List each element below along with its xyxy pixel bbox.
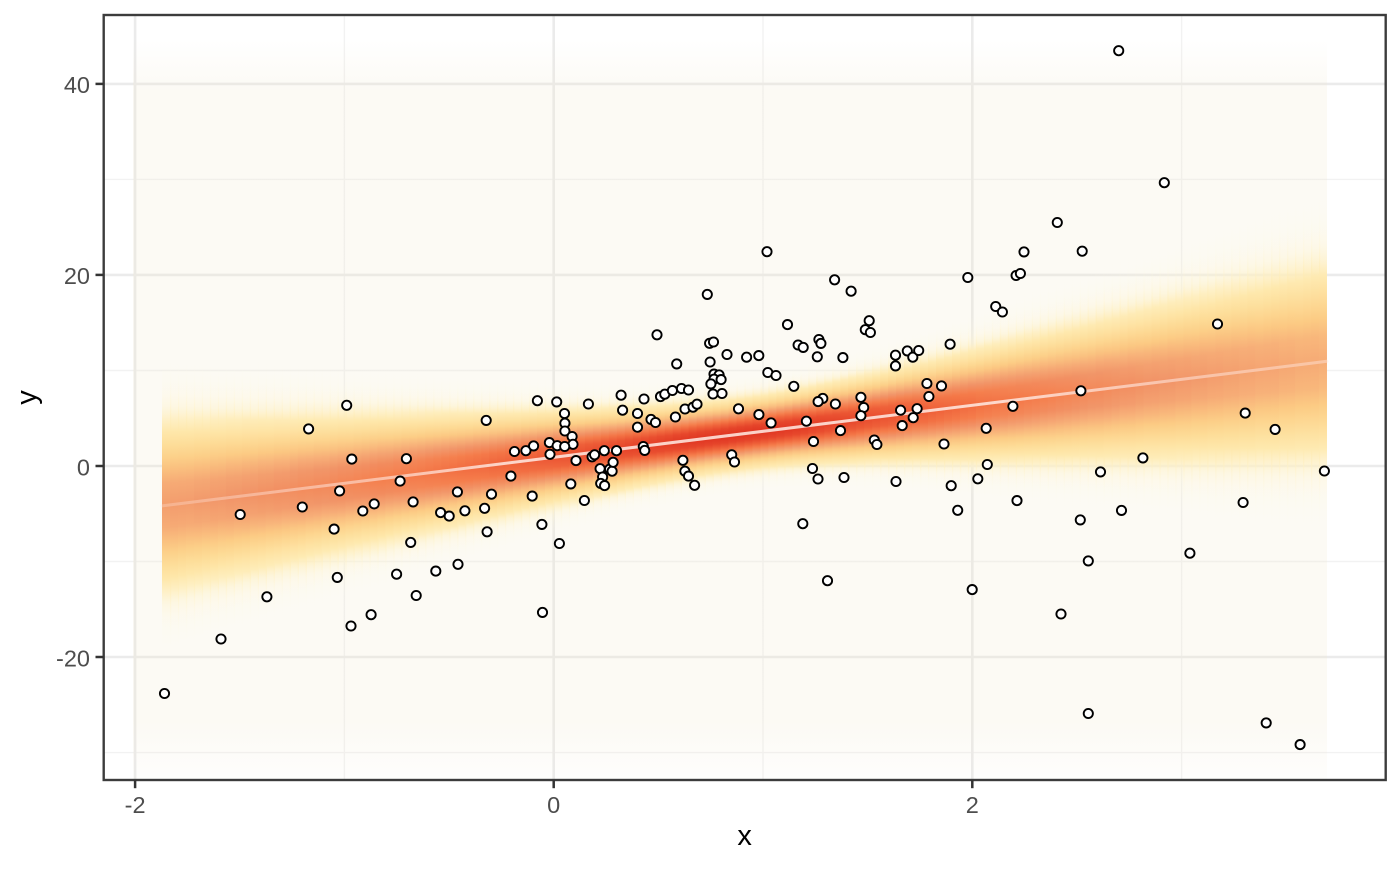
svg-text:-2: -2 xyxy=(125,792,146,818)
svg-text:y: y xyxy=(11,390,43,405)
svg-text:2: 2 xyxy=(966,792,979,818)
svg-text:0: 0 xyxy=(547,792,560,818)
svg-text:0: 0 xyxy=(77,454,90,480)
svg-text:x: x xyxy=(737,820,752,852)
svg-text:40: 40 xyxy=(64,72,90,98)
svg-text:20: 20 xyxy=(64,263,90,289)
svg-text:-20: -20 xyxy=(56,645,90,671)
